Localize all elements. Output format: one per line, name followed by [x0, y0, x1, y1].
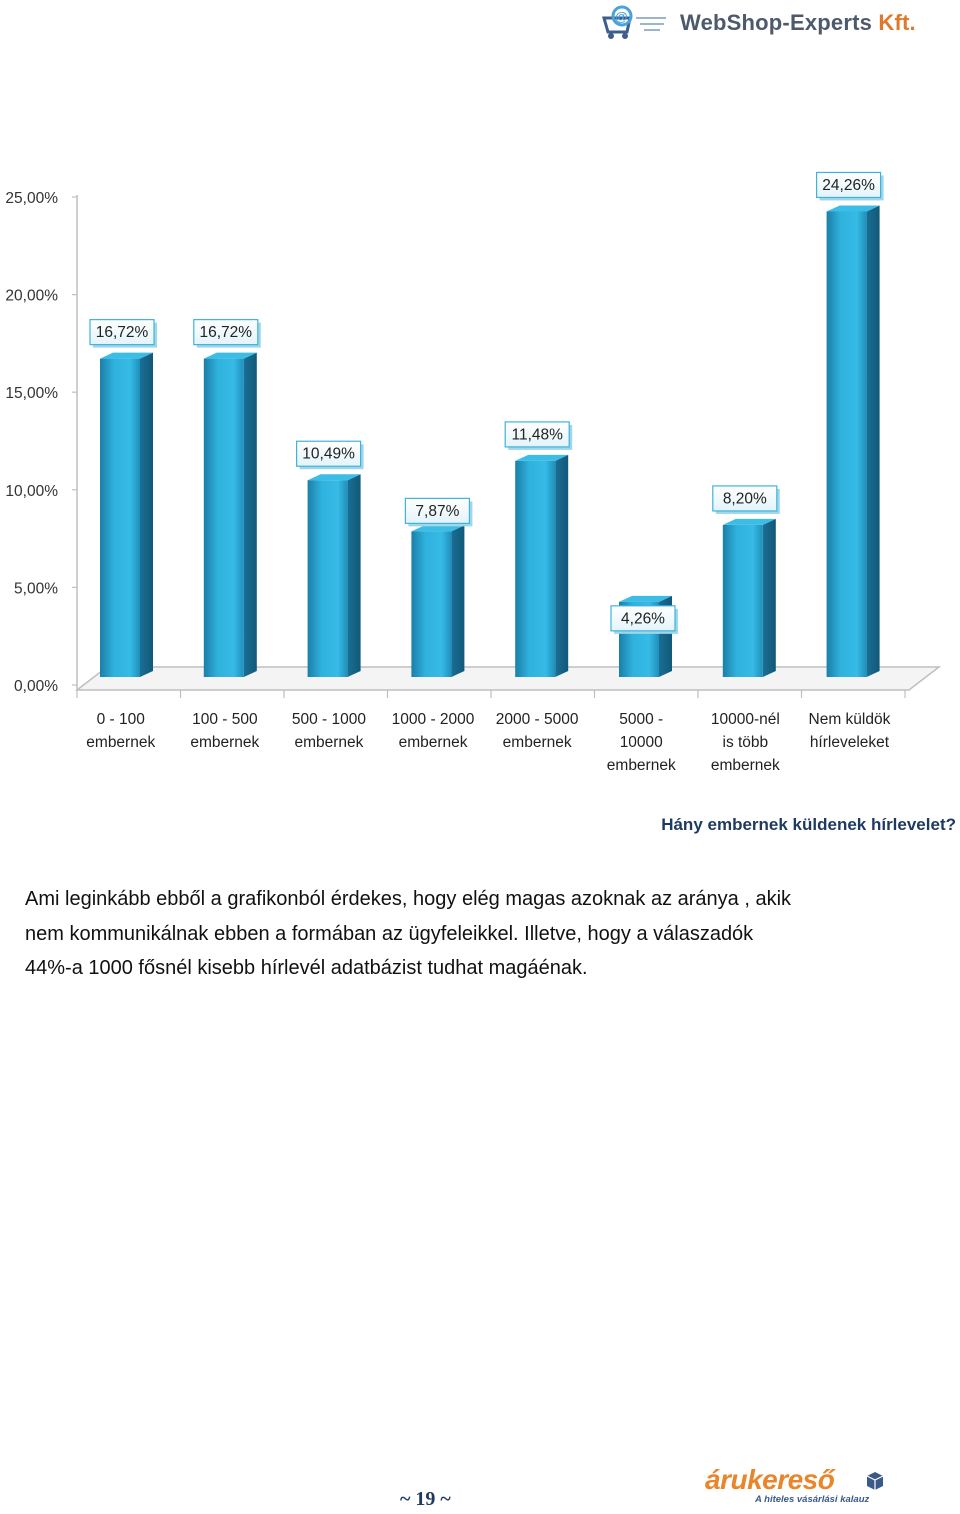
y-tick-label: 5,00% [14, 580, 58, 597]
paragraph: Ami leginkább ebből a grafikonból érdeke… [25, 882, 935, 986]
bar-side [347, 474, 361, 677]
logo-text: WebShop-Experts Kft. [680, 10, 916, 36]
bar-top [100, 352, 153, 359]
bar-top [411, 525, 465, 532]
bar [722, 524, 763, 677]
page-number: ~ 19 ~ [400, 1488, 451, 1510]
paragraph-line: 44%-a 1000 fősnél kisebb hírlevél adatbá… [25, 957, 588, 979]
bar-side [140, 352, 153, 677]
x-tick-label: hírleveleket [810, 734, 890, 751]
bar [515, 460, 556, 677]
bar-top [203, 352, 257, 359]
x-tick-label: embernek [711, 757, 780, 774]
bar-top [515, 454, 569, 461]
bar-chart: 0,00% 5,00% 10,00% 15,00% 20,00% 25,00% 16,72%… [5, 171, 942, 774]
logo-text-main: WebShop-Experts [680, 10, 873, 35]
x-tick-label: embernek [607, 757, 676, 774]
data-label-box [815, 171, 882, 199]
x-tick-label: 500 - 1000 [292, 711, 366, 728]
data-label-box [712, 485, 778, 512]
x-tick-label: 10000-nél [711, 711, 780, 728]
y-tick-label: 25,00% [5, 190, 58, 207]
x-tick-label: embernek [190, 734, 259, 751]
x-tick-label: 100 - 500 [192, 711, 258, 728]
arukereso-logo: árukereső A hiteles vásárlási kalauz [705, 1464, 890, 1508]
y-tick-label: 20,00% [5, 288, 58, 305]
paragraph-line: nem kommunikálnak ebben a formában az üg… [25, 922, 754, 945]
footer-brand: árukereső [705, 1464, 835, 1495]
bar-side [555, 454, 569, 677]
bar [826, 211, 867, 677]
data-label-box [89, 319, 155, 346]
x-tick-label: 1000 - 2000 [392, 711, 475, 728]
bar [100, 358, 140, 677]
x-tick-label: embernek [86, 734, 155, 751]
bar-top [826, 205, 880, 212]
data-label: 4,26% [621, 610, 665, 627]
data-label: 16,72% [96, 324, 149, 341]
paragraph-line: Ami leginkább ebből a grafikonból érdeke… [25, 888, 792, 910]
data-label: 7,87% [415, 503, 459, 520]
bar [411, 531, 452, 677]
svg-text:@: @ [615, 9, 628, 24]
data-label: 24,26% [822, 177, 875, 194]
x-tick-label: embernek [503, 734, 572, 751]
webshop-experts-logo: @ WebShop-Experts Kft. [600, 4, 916, 40]
data-label-box [504, 421, 570, 448]
data-label: 10,49% [302, 446, 355, 463]
logo-text-suffix: Kft. [872, 10, 916, 35]
bar-top [722, 518, 776, 525]
bar-side [243, 352, 257, 677]
y-tick-label: 15,00% [5, 385, 58, 402]
bar-side [451, 525, 465, 677]
x-tick-label: embernek [294, 734, 363, 751]
y-tick-label: 10,00% [5, 483, 58, 500]
x-tick-label: embernek [399, 734, 468, 751]
chart-caption: Hány embernek küldenek hírlevelet? [661, 815, 956, 834]
footer-tagline: A hiteles vásárlási kalauz [755, 1494, 870, 1505]
bar [307, 480, 348, 677]
data-label: 8,20% [723, 490, 767, 507]
bar [203, 358, 244, 677]
x-tick-label: 2000 - 5000 [496, 711, 579, 728]
data-label-box [193, 319, 259, 346]
x-tick-label: is több [723, 734, 769, 751]
bar-top [307, 474, 361, 481]
shopping-cart-email-icon: @ [602, 5, 666, 39]
box-icon [866, 1472, 884, 1490]
bar-side [762, 518, 776, 677]
y-tick-label: 0,00% [14, 678, 58, 695]
data-label: 11,48% [511, 426, 563, 443]
x-tick-label: 10000 [620, 734, 663, 751]
data-label-box [296, 440, 362, 467]
data-label-box [404, 497, 470, 524]
x-tick-label: Nem küldök [809, 711, 891, 728]
bar-top [619, 595, 672, 602]
x-tick-label: 0 - 100 [97, 711, 146, 728]
data-label-box [610, 605, 676, 632]
bar-side [866, 205, 880, 677]
x-tick-label: 5000 - [619, 711, 663, 728]
data-label: 16,72% [200, 324, 253, 341]
